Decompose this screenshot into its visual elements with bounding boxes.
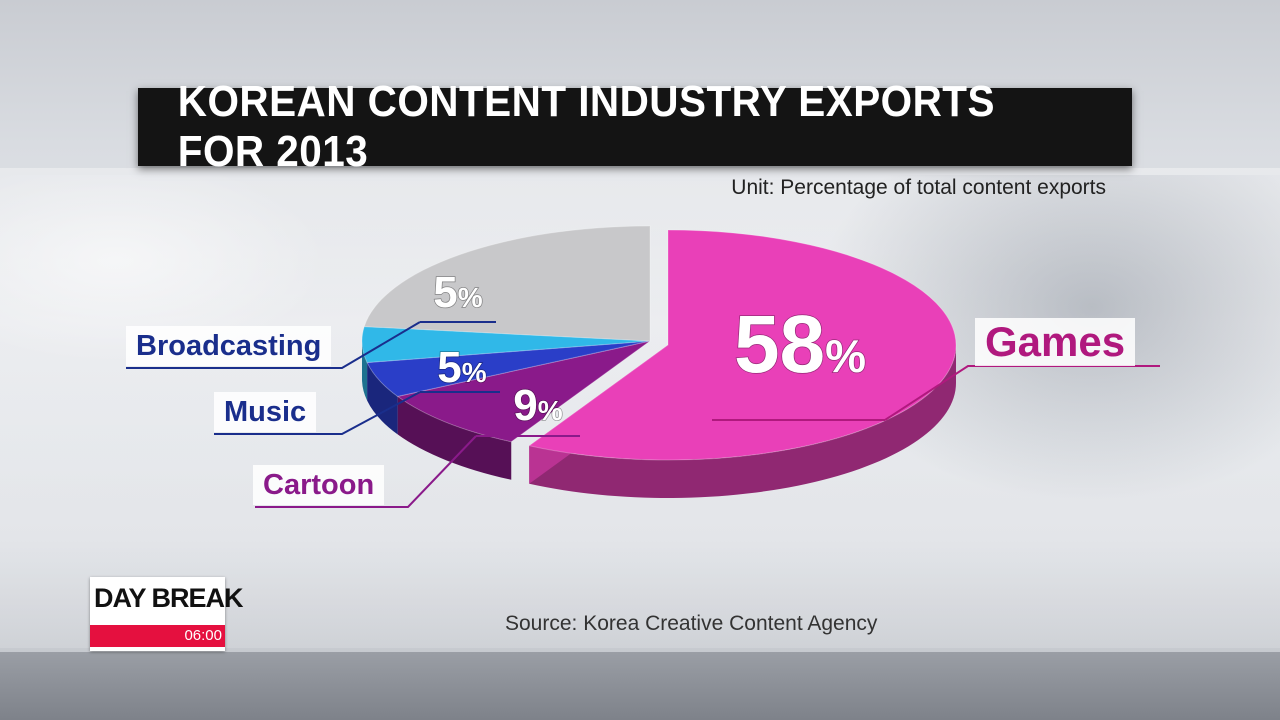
slice-games (528, 229, 957, 461)
slice-other (363, 225, 651, 342)
logo-time: 06:00 (184, 627, 222, 644)
percent-sign-games: % (825, 330, 866, 382)
unit-label: Unit: Percentage of total content export… (731, 176, 1106, 199)
percent-sign-music: % (462, 357, 487, 388)
leader-line-cartoon (255, 435, 477, 508)
data-label-games: 58% (734, 299, 866, 390)
legend-label-broadcasting: Broadcasting (126, 326, 332, 366)
source-label: Source: Korea Creative Content Agency (505, 612, 878, 635)
leader-line-broadcasting (126, 321, 421, 369)
daybreak-logo: DAY BREAK 06:00 (90, 577, 244, 651)
slice-broadcasting (361, 326, 651, 364)
slice-side-music (367, 362, 398, 435)
bottom-band (0, 652, 1280, 720)
percent-sign-cartoon: % (538, 395, 563, 426)
slice-cartoon (396, 340, 651, 443)
title-bar: KOREAN CONTENT INDUSTRY EXPORTS FOR 2013 (138, 77, 1132, 176)
legend-label-music: Music (214, 392, 317, 432)
chart-title: KOREAN CONTENT INDUSTRY EXPORTS FOR 2013 (177, 77, 995, 176)
logo-bar: 06:00 (90, 625, 225, 647)
leader-line-games (884, 365, 1160, 421)
legend-label-cartoon: Cartoon (253, 465, 385, 505)
percent-sign-broadcasting: % (458, 282, 483, 313)
slice-music (366, 340, 651, 397)
slice-side-cartoon (397, 396, 512, 480)
legend-label-games: Games (975, 318, 1136, 366)
leader-line-music (214, 391, 421, 435)
slice-side-games (529, 345, 956, 498)
logo-name: DAY BREAK (94, 583, 244, 613)
